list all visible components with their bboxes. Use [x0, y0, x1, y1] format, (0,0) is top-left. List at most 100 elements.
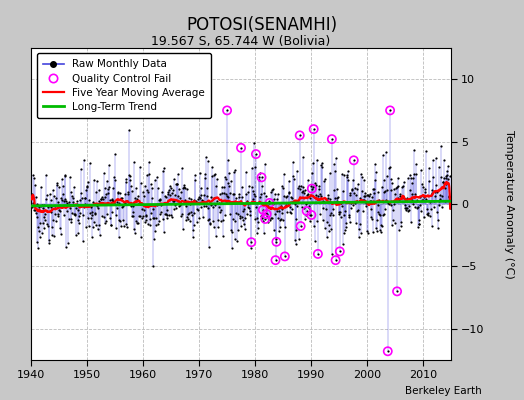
Point [167, 212, 176, 219]
Point [134, 220, 142, 226]
Point [363, 228, 372, 234]
Point [290, 176, 298, 182]
Point [118, 216, 127, 223]
Point [40, 214, 49, 220]
Point [271, 257, 280, 263]
Point [247, 184, 256, 190]
Point [411, 171, 420, 177]
Point [309, 160, 318, 166]
Point [174, 193, 182, 199]
Point [182, 203, 190, 210]
Point [140, 193, 148, 200]
Point [370, 190, 378, 196]
Point [334, 200, 343, 206]
Point [265, 200, 274, 206]
Point [361, 193, 369, 199]
Point [338, 171, 346, 177]
Point [47, 204, 55, 210]
Point [386, 107, 394, 114]
Point [281, 194, 290, 200]
Point [184, 216, 192, 222]
Point [189, 234, 197, 240]
Point [434, 217, 442, 223]
Point [258, 183, 266, 189]
Point [136, 164, 145, 170]
Point [252, 204, 260, 210]
Point [323, 234, 331, 240]
Point [83, 183, 92, 189]
Point [128, 212, 136, 219]
Point [407, 175, 415, 181]
Point [168, 190, 176, 196]
Point [276, 224, 284, 230]
Point [136, 213, 144, 220]
Point [46, 190, 54, 197]
Point [329, 206, 337, 212]
Point [92, 222, 101, 228]
Point [199, 198, 207, 204]
Point [308, 170, 316, 176]
Point [43, 223, 52, 230]
Point [106, 215, 114, 221]
Point [266, 204, 274, 210]
Point [351, 200, 359, 206]
Point [101, 194, 110, 201]
Point [61, 172, 70, 178]
Point [150, 236, 158, 242]
Point [109, 185, 117, 191]
Point [302, 200, 310, 207]
Point [163, 188, 172, 195]
Point [275, 228, 283, 234]
Point [132, 217, 140, 224]
Point [435, 164, 443, 170]
Point [75, 210, 84, 216]
Point [327, 210, 335, 216]
Point [402, 205, 411, 211]
Point [172, 205, 180, 212]
Point [309, 183, 317, 190]
Point [50, 233, 59, 240]
Point [289, 159, 297, 165]
Point [67, 218, 75, 225]
Point [288, 195, 297, 201]
Point [444, 163, 452, 170]
Point [332, 186, 341, 192]
Point [154, 184, 162, 191]
Point [392, 185, 400, 192]
Point [405, 206, 413, 213]
Point [353, 207, 362, 214]
Point [396, 193, 404, 199]
Point [141, 212, 150, 218]
Point [240, 220, 248, 227]
Point [83, 184, 91, 191]
Point [353, 198, 361, 204]
Point [344, 177, 352, 183]
Point [442, 181, 451, 188]
Point [414, 220, 423, 227]
Point [446, 205, 454, 212]
Point [171, 192, 179, 198]
Point [422, 196, 431, 202]
Point [349, 177, 357, 183]
Point [288, 205, 296, 212]
Point [124, 189, 133, 196]
Point [358, 197, 367, 203]
Point [419, 197, 427, 204]
Point [68, 193, 76, 199]
Point [63, 208, 71, 214]
Point [381, 197, 390, 203]
Point [78, 202, 86, 208]
Point [345, 192, 354, 198]
Point [220, 184, 228, 190]
Point [348, 202, 357, 208]
Point [409, 201, 418, 207]
Point [210, 224, 218, 230]
Point [226, 190, 235, 196]
Point [191, 172, 199, 178]
Point [235, 194, 243, 200]
Point [221, 211, 229, 218]
Point [142, 213, 150, 219]
Point [49, 217, 57, 223]
Point [224, 194, 232, 200]
Point [274, 191, 282, 198]
